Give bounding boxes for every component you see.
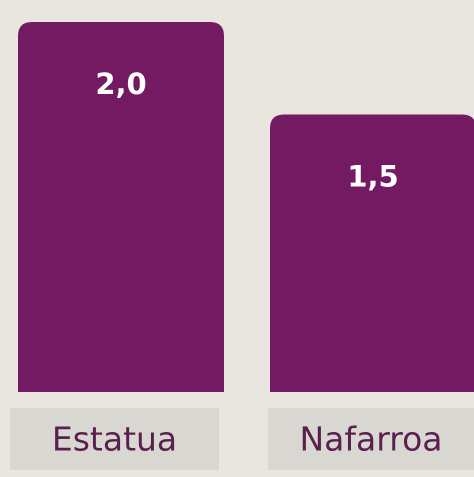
- value-label: 1,5: [347, 160, 398, 194]
- x-tick-label: Nafarroa: [300, 420, 443, 459]
- bar: [18, 22, 224, 392]
- bar: [270, 114, 474, 392]
- value-label: 2,0: [95, 67, 146, 101]
- category-box: [10, 408, 219, 470]
- x-tick-label: Estatua: [52, 420, 177, 459]
- category-box: [268, 408, 474, 470]
